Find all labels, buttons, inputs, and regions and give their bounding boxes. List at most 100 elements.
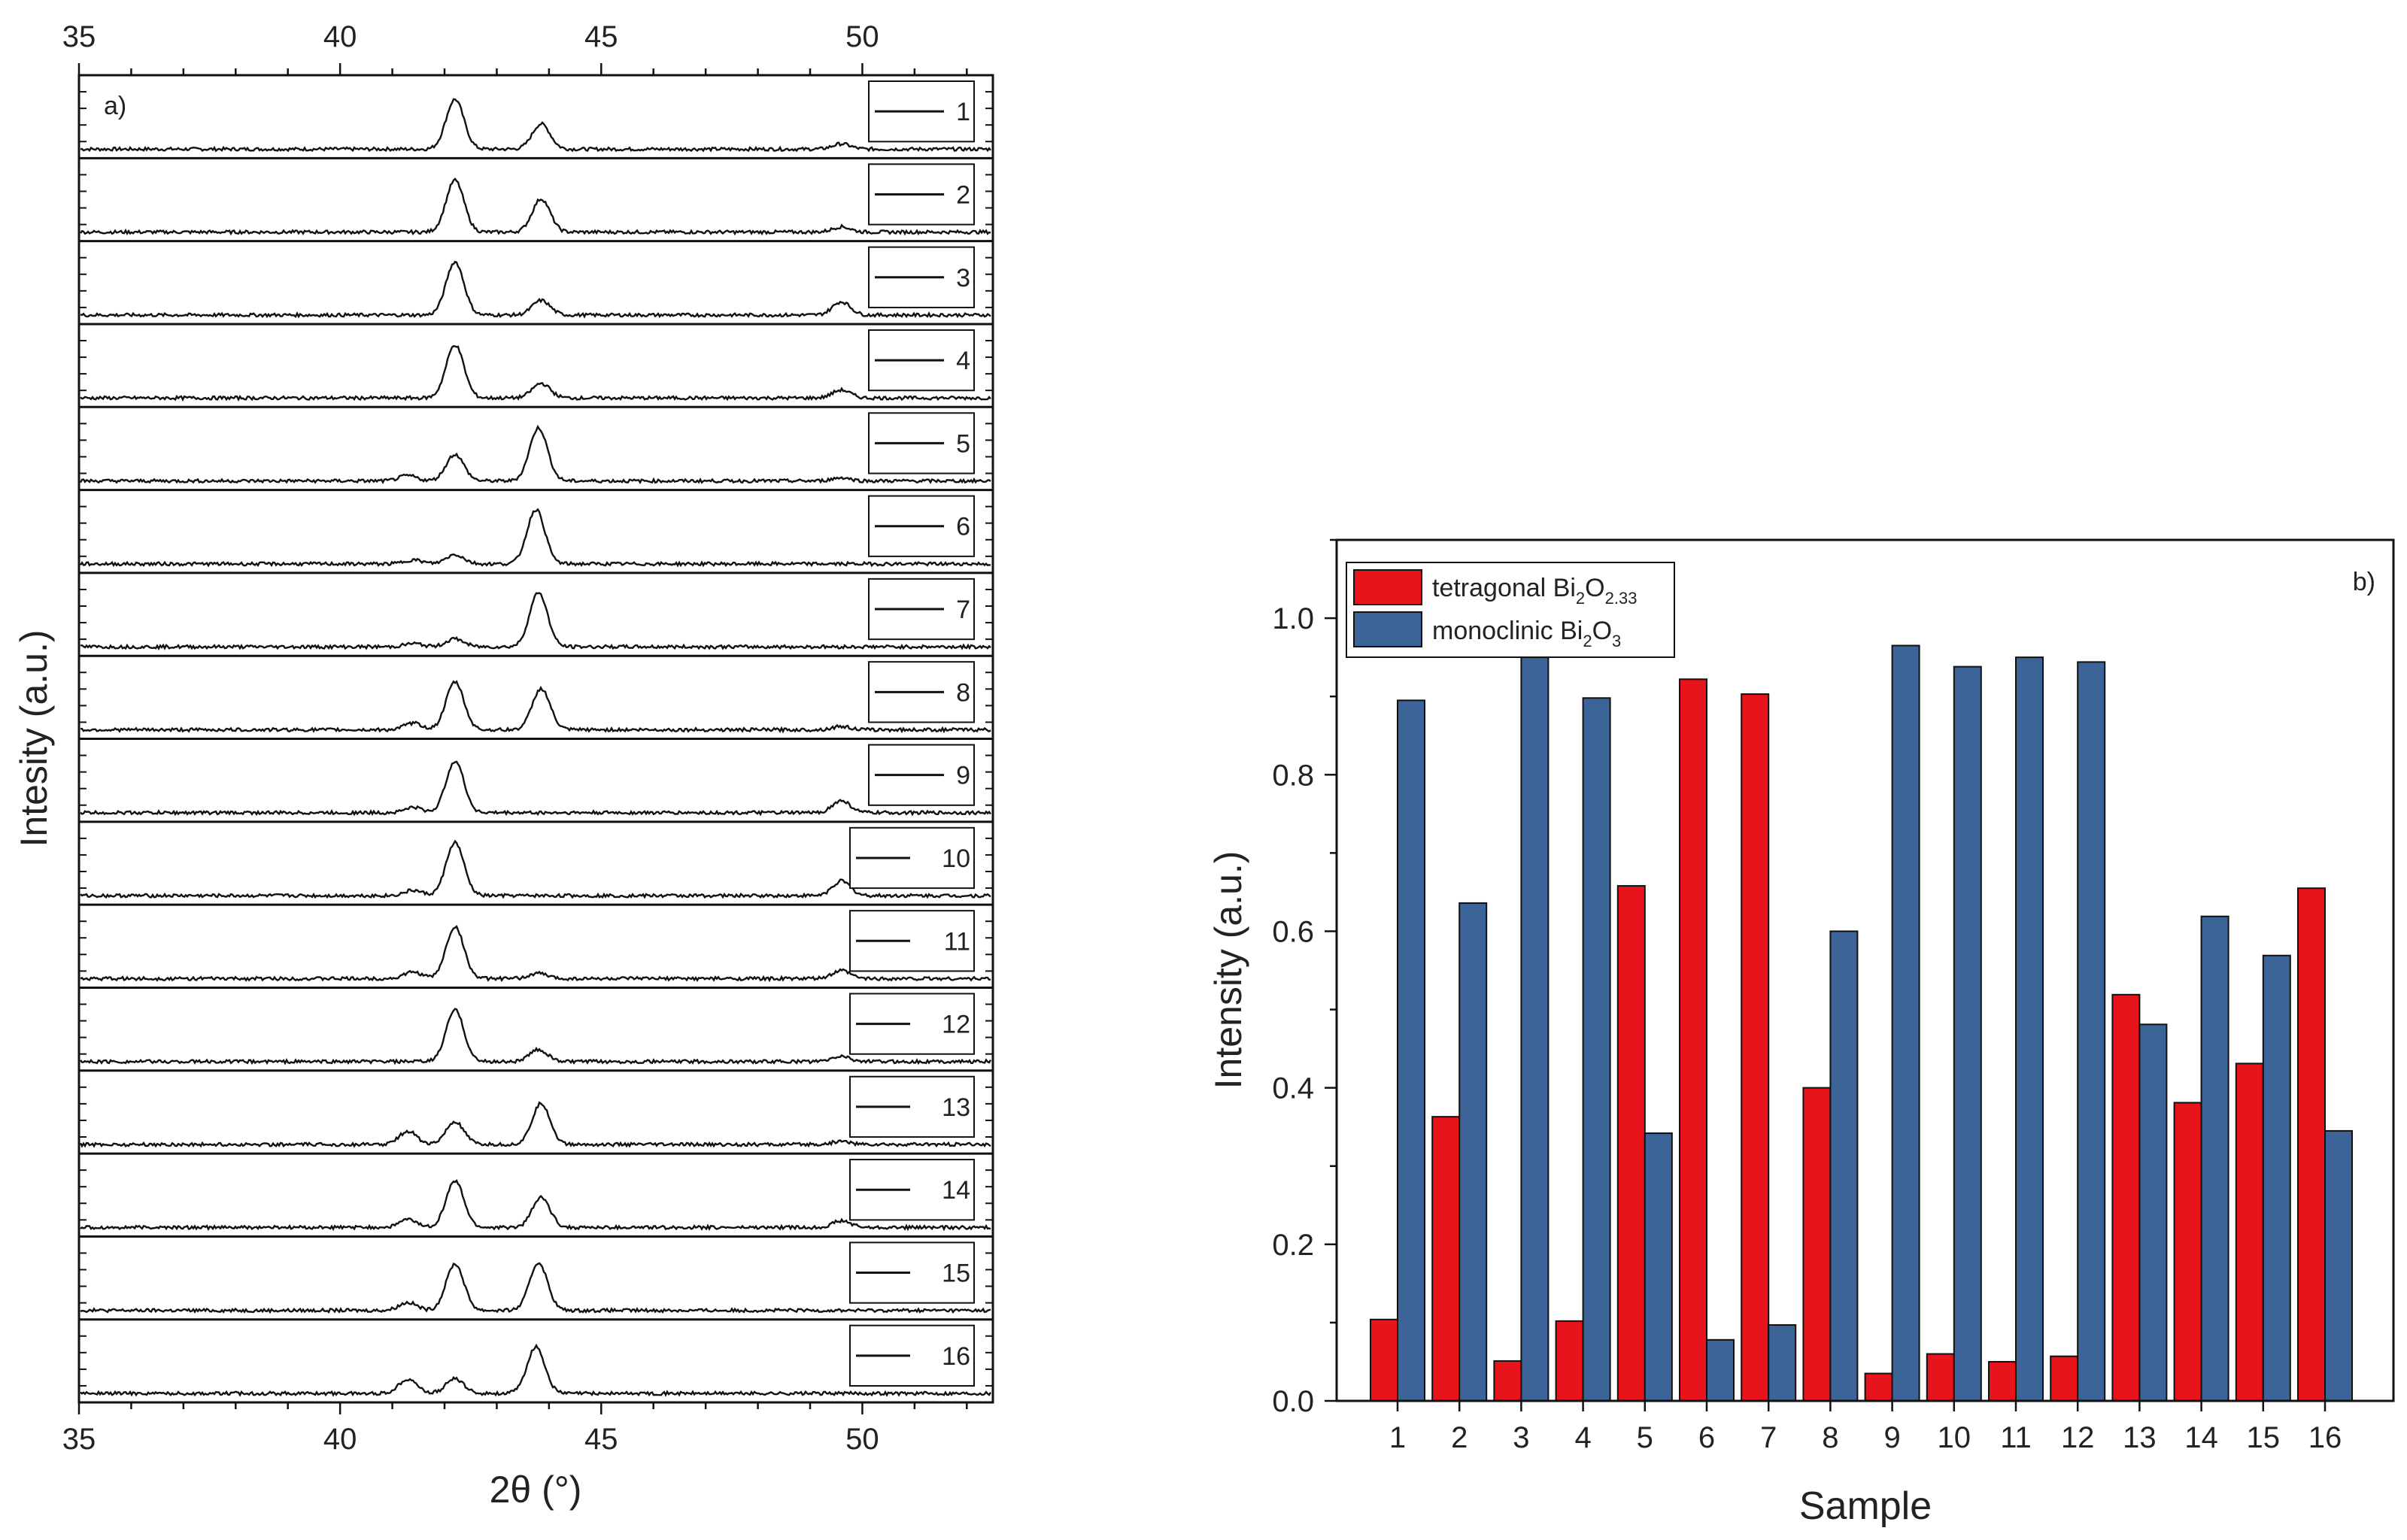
bar-tetragonal-8 <box>1802 1087 1832 1402</box>
panel-a-y-axis-title: Intesity (a.u.) <box>13 630 55 847</box>
strip-legend-label-4: 4 <box>956 347 970 375</box>
strip-legend-label-14: 14 <box>942 1176 970 1205</box>
bar-monoclinic-2 <box>1458 902 1488 1402</box>
x-tick-label-14: 14 <box>2184 1421 2218 1454</box>
strip-legend-14: 14 <box>849 1159 975 1221</box>
xrd-trace-3 <box>80 260 991 319</box>
bar-tetragonal-15 <box>2235 1063 2264 1402</box>
x-tick-label-1: 1 <box>1389 1421 1406 1454</box>
y-tick-label: 1.0 <box>1272 602 1314 635</box>
bar-monoclinic-16 <box>2324 1129 2353 1402</box>
bar-monoclinic-12 <box>2077 661 2106 1402</box>
xrd-trace-13 <box>79 1101 991 1148</box>
xrd-trace-16 <box>80 1343 992 1397</box>
strip-legend-label-13: 13 <box>942 1093 970 1122</box>
bar-monoclinic-14 <box>2200 915 2229 1402</box>
x-tick-label-8: 8 <box>1822 1421 1838 1454</box>
strip-legend-16: 16 <box>849 1324 975 1387</box>
bar-tetragonal-2 <box>1431 1116 1461 1402</box>
strip-legend-5: 5 <box>868 412 975 474</box>
xrd-trace-14 <box>80 1179 991 1232</box>
panel-b-bars <box>1370 644 2353 1402</box>
bar-tetragonal-9 <box>1864 1372 1893 1402</box>
panel-a-x-axis-title: 2θ (°) <box>490 1469 582 1511</box>
y-tick-label: 0.6 <box>1272 915 1314 948</box>
bar-monoclinic-5 <box>1644 1132 1673 1402</box>
strip-legend-label-11: 11 <box>944 927 970 956</box>
bar-monoclinic-15 <box>2262 954 2291 1402</box>
strip-legend-label-1: 1 <box>956 98 970 126</box>
bar-tetragonal-5 <box>1616 885 1646 1402</box>
strip-legend-label-12: 12 <box>942 1011 970 1039</box>
bar-monoclinic-7 <box>1768 1324 1797 1402</box>
x-tick-label-5: 5 <box>1637 1421 1653 1454</box>
bar-tetragonal-10 <box>1926 1353 1955 1402</box>
y-tick-label: 0.4 <box>1272 1072 1314 1105</box>
bar-tetragonal-4 <box>1555 1320 1584 1402</box>
bar-tetragonal-3 <box>1493 1360 1522 1402</box>
strip-legend-11: 11 <box>849 910 975 972</box>
xrd-trace-1 <box>80 98 991 153</box>
xrd-trace-15 <box>80 1262 991 1314</box>
x-tick-label-6: 6 <box>1698 1421 1715 1454</box>
x-tick-label-10: 10 <box>1938 1421 1971 1454</box>
strip-legend-3: 3 <box>868 246 975 308</box>
y-tick-label: 0.2 <box>1272 1229 1314 1262</box>
legend-label-tetragonal: tetragonal Bi2O2.33 <box>1432 574 1637 608</box>
bar-tetragonal-12 <box>2050 1355 2079 1402</box>
top-x-tick-label: 45 <box>584 20 618 53</box>
x-tick-label-11: 11 <box>2000 1421 2032 1454</box>
x-tick-label: 40 <box>323 1423 357 1456</box>
strip-legend-13: 13 <box>849 1075 975 1138</box>
bar-tetragonal-6 <box>1679 678 1707 1402</box>
strip-legend-6: 6 <box>868 495 975 557</box>
legend-swatch-monoclinic <box>1353 611 1422 647</box>
x-tick-label-3: 3 <box>1513 1421 1529 1454</box>
panel-a-strips <box>79 91 993 1387</box>
bar-tetragonal-13 <box>2111 993 2141 1402</box>
x-tick-label-9: 9 <box>1883 1421 1900 1454</box>
xrd-trace-4 <box>80 344 991 402</box>
bar-monoclinic-8 <box>1829 930 1859 1402</box>
top-x-tick-label: 40 <box>323 20 357 53</box>
strip-legend-label-5: 5 <box>956 429 970 458</box>
strip-legend-label-7: 7 <box>956 596 970 624</box>
panel-b-x-ticks: 1 2 3 4 5 6 7 8 9 10 11 12 13 14 15 16 <box>1389 1401 2342 1454</box>
x-tick-label-12: 12 <box>2061 1421 2095 1454</box>
strip-legend-10: 10 <box>849 826 975 890</box>
x-tick-label-4: 4 <box>1574 1421 1591 1454</box>
strip-legend-12: 12 <box>849 993 975 1055</box>
strip-legend-15: 15 <box>849 1241 975 1304</box>
bar-tetragonal-11 <box>1988 1360 2017 1402</box>
xrd-trace-2 <box>80 177 991 236</box>
panel-b-x-axis-title: Sample <box>1799 1484 1932 1528</box>
strip-legend-9: 9 <box>868 744 975 806</box>
strip-legend-label-10: 10 <box>942 844 970 873</box>
legend-swatch-tetragonal <box>1353 569 1422 605</box>
xrd-trace-8 <box>80 680 991 734</box>
xrd-trace-6 <box>80 508 991 568</box>
x-tick-label-15: 15 <box>2247 1421 2281 1454</box>
panel-b-y-ticks: 0.0 0.2 0.4 0.6 0.8 1.0 <box>1272 538 1337 1418</box>
xrd-trace-11 <box>80 924 991 983</box>
x-tick-label: 50 <box>845 1423 879 1456</box>
top-x-tick-label: 50 <box>845 20 879 53</box>
panel-b-label: b) <box>2353 568 2375 596</box>
xrd-trace-5 <box>79 424 991 485</box>
panel-b-y-axis-title: Intensity (a.u.) <box>1207 851 1249 1090</box>
strip-legend-label-8: 8 <box>956 678 970 707</box>
bar-monoclinic-11 <box>2015 656 2044 1402</box>
bar-tetragonal-1 <box>1370 1318 1398 1402</box>
panel-b-frame <box>1335 538 2395 1402</box>
xrd-trace-12 <box>80 1008 992 1066</box>
strip-legend-7: 7 <box>868 578 975 641</box>
bar-monoclinic-1 <box>1397 699 1425 1402</box>
x-tick-label: 35 <box>62 1423 96 1456</box>
bar-tetragonal-16 <box>2297 887 2326 1402</box>
x-tick-label: 45 <box>584 1423 618 1456</box>
strip-legend-label-15: 15 <box>942 1260 970 1288</box>
